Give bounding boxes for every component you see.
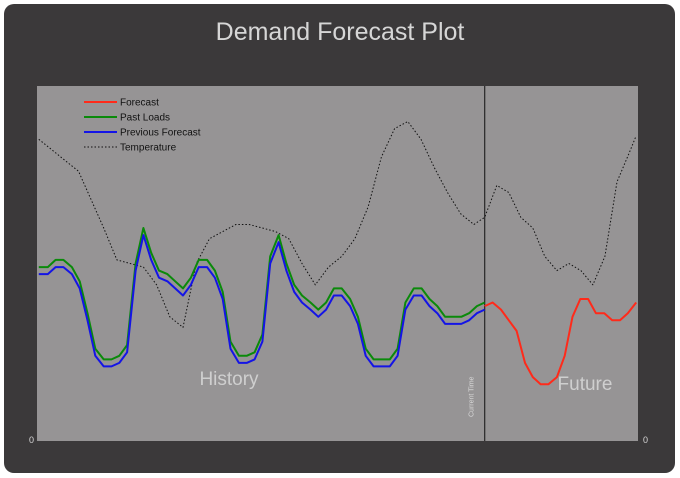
- legend-label-temperature: Temperature: [120, 143, 177, 154]
- legend-label-forecast: Forecast: [120, 98, 159, 109]
- series-forecast: [484, 298, 637, 386]
- current-time-label: Current Time: [469, 376, 476, 417]
- series-previous-forecast: [38, 234, 486, 368]
- future-label: Future: [558, 374, 613, 395]
- legend-label-previous-forecast: Previous Forecast: [120, 128, 201, 139]
- chart-title: Demand Forecast Plot: [215, 18, 465, 46]
- legend: Forecast Past Loads Previous Forecast Tempe…: [84, 98, 201, 154]
- legend-label-past-loads: Past Loads: [120, 113, 170, 124]
- plot-area: [37, 86, 638, 441]
- series-layer: [38, 121, 637, 386]
- history-label: History: [199, 369, 259, 390]
- series-temperature: [38, 121, 637, 328]
- y-axis-left-tick: 0: [29, 435, 34, 445]
- y-axis-right-tick: 0: [643, 435, 648, 445]
